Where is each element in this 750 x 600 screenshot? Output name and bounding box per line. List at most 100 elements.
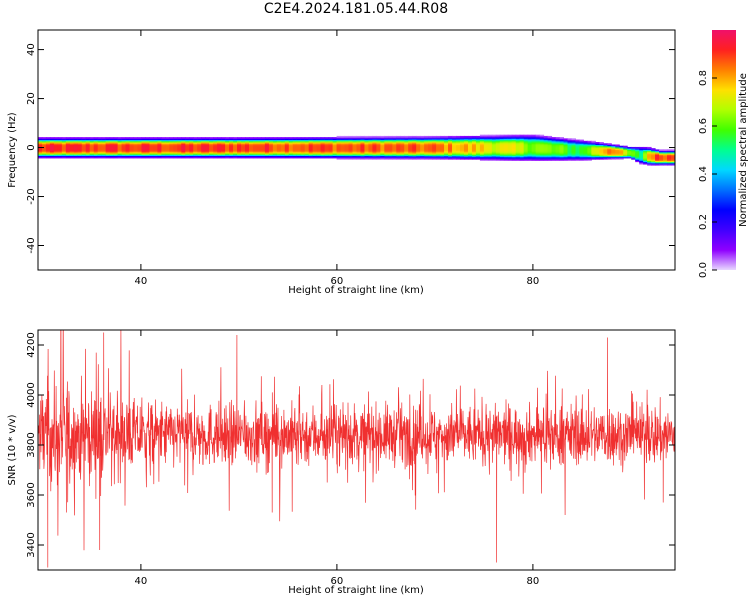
spectrogram-cell xyxy=(41,137,47,139)
spectrogram-cell xyxy=(444,144,449,147)
spectrogram-cell xyxy=(53,142,59,144)
spectrogram-cell xyxy=(201,144,206,147)
spectrogram-cell xyxy=(440,145,445,148)
spectrogram-cell xyxy=(113,156,119,159)
spectrogram-cell xyxy=(515,149,521,152)
spectrogram-cell xyxy=(153,146,158,149)
spectrogram-cell xyxy=(471,154,477,157)
spectrogram-cell xyxy=(57,143,63,145)
spectrogram-cell xyxy=(256,153,262,155)
spectrogram-cell xyxy=(479,153,485,155)
spectrogram-cell xyxy=(197,139,202,142)
spectrogram-cell xyxy=(499,134,505,137)
spectrogram-cell xyxy=(252,145,258,148)
spectrogram-cell xyxy=(125,156,131,159)
spectrogram-cell xyxy=(607,148,612,150)
spectrogram-cell xyxy=(575,140,580,143)
spectrogram-cell xyxy=(217,150,222,153)
spectrogram-cell xyxy=(264,143,270,145)
spectrogram-cell xyxy=(368,154,373,157)
spectrogram-cell xyxy=(428,142,433,144)
spectrogram-cell xyxy=(268,156,274,159)
spectrogram-cell xyxy=(591,156,596,159)
spectrogram-cell xyxy=(471,137,477,139)
spectrogram-cell xyxy=(527,139,533,142)
spectrogram-cell xyxy=(436,143,441,145)
spectrogram-cell xyxy=(121,148,127,150)
spectrogram-cell xyxy=(460,151,465,154)
spectrogram-cell xyxy=(408,144,413,147)
spectrogram-cell xyxy=(221,146,226,149)
spectrogram-cell xyxy=(483,142,489,144)
spectrogram-cell xyxy=(49,148,55,150)
spectrogram-cell xyxy=(97,156,103,159)
spectrogram-cell xyxy=(475,144,481,147)
snr-y-tick-label: 3400 xyxy=(26,532,37,557)
spectrogram-cell xyxy=(65,144,71,147)
spectrogram-cell xyxy=(392,142,397,144)
spectrogram-cell xyxy=(479,149,485,152)
spectrogram-cell xyxy=(599,157,604,160)
spectrogram-cell xyxy=(436,135,441,138)
spectrogram-cell xyxy=(336,149,342,152)
spectrogram-cell xyxy=(424,149,429,152)
spectrogram-cell xyxy=(272,153,278,155)
spectrogram-cell xyxy=(543,139,549,142)
spectrogram-cell xyxy=(591,148,596,150)
spectrogram-cell xyxy=(308,148,314,150)
spectrogram-cell xyxy=(384,155,389,158)
spectrogram-cell xyxy=(165,156,170,159)
spectrogram-cell xyxy=(467,157,473,160)
spectrogram-cell xyxy=(428,135,433,138)
spectrogram-cell xyxy=(448,144,453,147)
spectrogram-cell xyxy=(428,140,433,143)
spectrogram-cell xyxy=(555,150,561,153)
spectrogram-cell xyxy=(157,150,162,153)
spectrogram-cell xyxy=(89,137,95,139)
spectrogram-cell xyxy=(475,151,481,154)
spectrogram-cell xyxy=(328,155,334,158)
spectrogram-cell xyxy=(153,144,158,147)
spectrogram-cell xyxy=(209,139,214,142)
spectrogram-cell xyxy=(432,138,437,141)
spectrogram-cell xyxy=(587,149,592,152)
spectrogram-cell xyxy=(161,142,166,144)
spectrogram-cell xyxy=(229,143,234,145)
spectrogram-cell xyxy=(507,159,513,161)
spectrogram-cell xyxy=(209,143,214,145)
spectrogram-cell xyxy=(448,135,453,138)
spectrogram-cell xyxy=(268,154,274,157)
spectrogram-cell xyxy=(292,146,298,149)
spectrogram-cell xyxy=(129,144,135,147)
spectrogram-cell xyxy=(551,154,557,157)
spectrogram-cell xyxy=(392,148,397,150)
spectrogram-cell xyxy=(591,150,596,153)
spectrogram-cell xyxy=(181,151,186,154)
spectrogram-cell xyxy=(507,142,513,144)
spectrogram-cell xyxy=(348,155,354,158)
spectrogram-cell xyxy=(177,139,182,142)
spectrogram-cell xyxy=(69,156,75,159)
spectrogram-cell xyxy=(197,150,202,153)
spectrogram-cell xyxy=(169,140,174,143)
spectrogram-cell xyxy=(233,145,238,148)
spectrogram-cell xyxy=(57,145,63,148)
spectrogram-cell xyxy=(603,143,608,145)
spectrogram-cell xyxy=(109,154,115,157)
spectrogram-cell xyxy=(595,150,600,153)
spectrogram-cell xyxy=(531,159,537,161)
spectrogram-cell xyxy=(599,143,604,145)
spectrogram-cell xyxy=(165,144,170,147)
spectrogram-cell xyxy=(49,144,55,147)
spectrogram-cell xyxy=(268,145,274,148)
spectrogram-cell xyxy=(249,140,254,143)
spectrogram-cell xyxy=(396,140,401,143)
spectrogram-cell xyxy=(523,140,529,143)
spectrogram-cell xyxy=(623,154,628,157)
spectrogram-cell xyxy=(320,144,326,147)
spectrogram-cell xyxy=(308,155,314,158)
spectrogram-cell xyxy=(268,144,274,147)
spectrogram-cell xyxy=(169,139,174,142)
spectrogram-cell xyxy=(153,149,158,152)
spectrogram-cell xyxy=(471,139,477,142)
